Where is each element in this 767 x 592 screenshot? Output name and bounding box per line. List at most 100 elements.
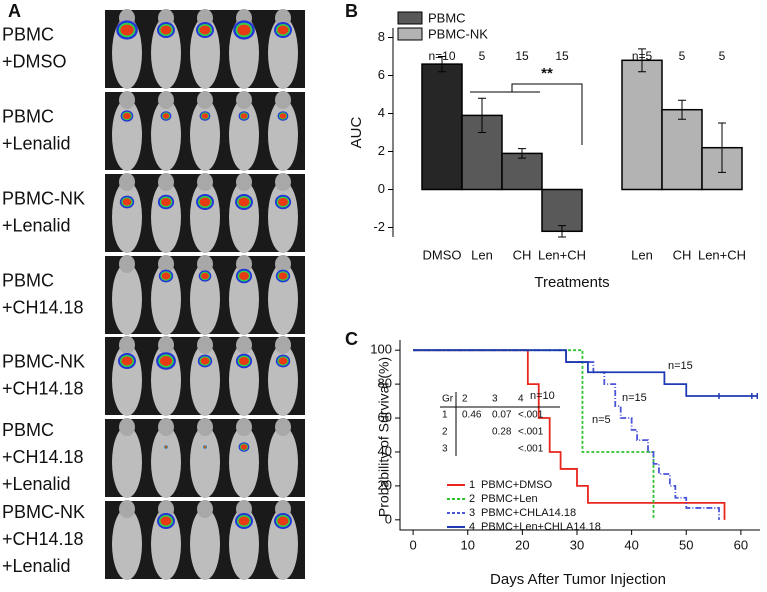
table-cell: 2 xyxy=(442,427,448,438)
row-label: +CH14.18 xyxy=(2,378,84,398)
signal xyxy=(278,272,288,280)
x-tick-label: Len xyxy=(471,247,493,262)
signal xyxy=(277,516,289,526)
mouse-head xyxy=(158,336,174,354)
mouse-head xyxy=(236,418,252,436)
table-rule xyxy=(440,392,560,456)
legend-label: PBMC+CHLA14.18 xyxy=(481,507,576,519)
mouse-head xyxy=(119,500,135,518)
table-cell: <.001 xyxy=(518,410,544,421)
panel-label: A xyxy=(8,1,21,21)
mouse xyxy=(151,17,181,89)
signal xyxy=(160,516,172,526)
mouse xyxy=(151,426,181,498)
y-tick-label: 0 xyxy=(385,511,392,526)
mouse xyxy=(229,508,259,580)
mouse-head xyxy=(275,9,291,27)
mouse-head xyxy=(275,500,291,518)
x-tick-label: 10 xyxy=(461,537,475,552)
bar xyxy=(421,63,463,191)
mouse xyxy=(190,508,220,580)
signal xyxy=(123,112,131,120)
mouse xyxy=(190,344,220,416)
signal xyxy=(237,24,251,36)
row-label: +Lenalid xyxy=(2,556,71,576)
y-tick-label: 0 xyxy=(378,181,385,196)
table-cell: 3 xyxy=(442,444,448,455)
survival-line xyxy=(413,349,720,520)
y-axis-label: AUC xyxy=(348,116,365,148)
signal xyxy=(203,446,207,448)
mouse-head xyxy=(236,255,252,273)
signal xyxy=(239,271,249,281)
mouse xyxy=(190,426,220,498)
y-tick-label: 8 xyxy=(378,29,385,44)
mouse-head xyxy=(119,336,135,354)
signal xyxy=(278,357,288,365)
n-label: 5 xyxy=(719,49,726,63)
x-axis-label: Days After Tumor Injection xyxy=(490,571,666,588)
row-label: PBMC xyxy=(2,270,54,290)
mouse-head xyxy=(275,173,291,191)
y-tick-label: 4 xyxy=(378,105,385,120)
y-tick-label: 20 xyxy=(378,477,392,492)
annotation: n=15 xyxy=(622,392,647,404)
table-cell: 0.28 xyxy=(492,427,512,438)
mouse xyxy=(190,17,220,89)
legend-id: 1 xyxy=(469,479,475,491)
x-tick-label: Len xyxy=(631,247,653,262)
table-cell: 4 xyxy=(518,394,524,405)
legend-id: 2 xyxy=(469,493,475,505)
mouse-head xyxy=(119,91,135,109)
panel-label: C xyxy=(345,329,358,349)
mouse-head xyxy=(158,418,174,436)
error-bar xyxy=(478,97,486,133)
error-bar xyxy=(638,48,646,73)
signal xyxy=(277,25,289,35)
mouse xyxy=(190,181,220,253)
mouse-head xyxy=(197,500,213,518)
signal xyxy=(240,444,248,450)
x-tick-label: 0 xyxy=(409,537,416,552)
mouse xyxy=(151,263,181,335)
row-label: +Lenalid xyxy=(2,215,71,235)
significance: ** xyxy=(541,65,553,82)
legend-id: 4 xyxy=(469,521,475,533)
error-bar xyxy=(678,99,686,120)
table-cell: 0.46 xyxy=(462,410,482,421)
bracket xyxy=(470,83,583,145)
signal xyxy=(200,357,210,365)
row-label: PBMC xyxy=(2,420,54,440)
row-label: +CH14.18 xyxy=(2,447,84,467)
x-tick-label: 40 xyxy=(624,537,638,552)
signal xyxy=(161,197,171,207)
bar xyxy=(501,152,543,191)
annotation: n=10 xyxy=(530,390,555,402)
mouse xyxy=(268,181,298,253)
n-label: 5 xyxy=(479,49,486,63)
legend-label: PBMC-NK xyxy=(428,26,488,41)
signal xyxy=(159,356,173,366)
mouse-head xyxy=(197,336,213,354)
signal xyxy=(199,25,211,35)
table-cell: <.001 xyxy=(518,444,544,455)
legend-label: PBMC+DMSO xyxy=(481,479,553,491)
mouse-head xyxy=(119,255,135,273)
table-cell: 3 xyxy=(492,394,498,405)
y-tick-label: 6 xyxy=(378,67,385,82)
n-label: 15 xyxy=(555,49,569,63)
legend-label: PBMC+Len+CHLA14.18 xyxy=(481,521,601,533)
x-tick-label: CH xyxy=(673,247,692,262)
x-tick-label: Len+CH xyxy=(538,247,586,262)
mouse xyxy=(268,263,298,335)
error-bar xyxy=(518,148,526,159)
signal xyxy=(199,197,211,207)
row-label: PBMC xyxy=(2,24,54,44)
x-tick-label: 30 xyxy=(570,537,584,552)
legend-label: PBMC xyxy=(428,10,466,25)
mouse-head xyxy=(197,255,213,273)
mouse-head xyxy=(275,91,291,109)
mouse xyxy=(190,263,220,335)
error-bar xyxy=(438,56,446,73)
x-tick-label: CH xyxy=(513,247,532,262)
